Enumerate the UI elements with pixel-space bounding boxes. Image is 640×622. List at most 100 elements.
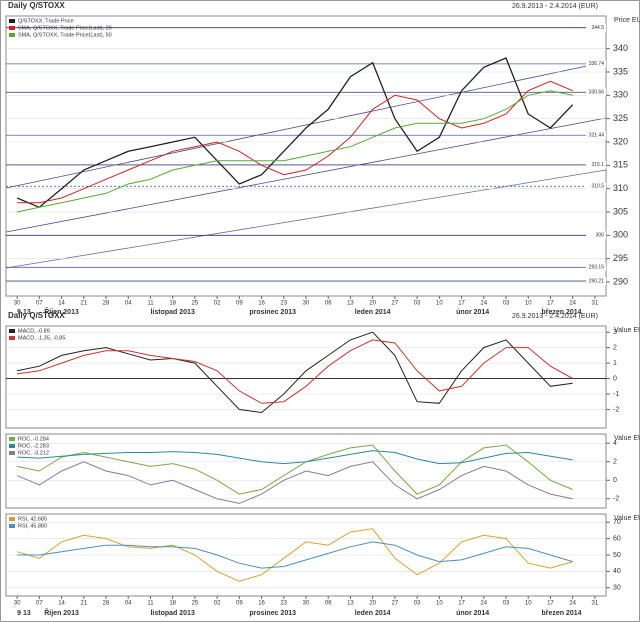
level-label-bg [586, 23, 606, 32]
y-tick-label: 50 [613, 552, 621, 559]
panel [5, 325, 607, 429]
y-tick-label: 2 [613, 344, 617, 351]
y-tick-label: 335 [613, 66, 628, 76]
x-tick-label: 27 [392, 601, 399, 607]
x-tick-label: 30 [303, 301, 310, 307]
y-tick-label: 60 [613, 535, 621, 542]
y-axis-label: Value EUR [614, 327, 640, 334]
x-tick-label: 18 [169, 301, 176, 307]
series-line [17, 541, 573, 569]
legend-entry: RSI, 42.685 [18, 516, 47, 522]
x-tick-label: 09 [236, 301, 243, 307]
x-tick-label: 03 [503, 301, 510, 307]
level-label: 290.21 [589, 278, 605, 284]
level-label: 315.1 [591, 162, 604, 168]
x-tick-label: 14 [58, 301, 65, 307]
level-label-bg [586, 131, 606, 140]
y-axis-label: Value EUR [614, 435, 640, 442]
x-tick-label: 03 [414, 601, 421, 607]
x-tick-label: 21 [80, 601, 87, 607]
month-label: březen 2014 [542, 309, 582, 316]
x-tick-label: 03 [414, 301, 421, 307]
x-tick-label: 16 [258, 601, 265, 607]
legend-swatch [9, 517, 15, 521]
panel [5, 433, 607, 509]
level-label: 293.15 [589, 265, 605, 271]
legend-swatch [9, 437, 15, 441]
chart-subtitle: 26.9.2013 - 2.4.2014 (EUR) [512, 313, 598, 320]
x-tick-label: 24 [569, 601, 576, 607]
month-label: leden 2014 [355, 610, 391, 617]
x-tick-label: 17 [458, 601, 465, 607]
x-tick-label: 28 [103, 301, 110, 307]
legend-swatch [9, 33, 15, 37]
x-tick-label: 03 [503, 601, 510, 607]
y-tick-label: -2 [613, 406, 619, 413]
series-line [16, 528, 573, 582]
y-tick-label: 295 [613, 253, 628, 263]
x-tick-label: 17 [458, 301, 465, 307]
x-tick-label: 10 [525, 301, 532, 307]
x-tick-label: 17 [547, 301, 554, 307]
series-line [17, 339, 573, 404]
legend-swatch [9, 336, 15, 340]
level-label-bg [586, 160, 606, 169]
y-tick-label: 4 [613, 440, 617, 447]
y-tick-label: 315 [613, 160, 628, 170]
x-tick-label: 04 [125, 601, 132, 607]
series-line [16, 331, 573, 414]
series-line [16, 90, 573, 213]
level-label-bg [586, 231, 606, 240]
legend-swatch [9, 26, 15, 30]
month-label: Říjen 2013 [44, 307, 79, 316]
x-tick-label: 11 [147, 601, 154, 607]
series-line [16, 57, 574, 209]
y-tick-label: 30 [613, 585, 621, 592]
x-tick-label: 13 [347, 601, 354, 607]
level-label: 344.5 [591, 25, 604, 31]
x-tick-label: 23 [280, 301, 287, 307]
chart-subtitle: 26.9.2013 - 2.4.2014 (EUR) [512, 3, 598, 10]
x-tick-label: 16 [258, 301, 265, 307]
legend-entry: MACD, -0.89 [18, 328, 50, 334]
legend-entry: ROC, -0.284 [18, 436, 49, 442]
x-tick-label: 07 [36, 601, 43, 607]
x-tick-label: 30 [14, 601, 21, 607]
legend-swatch [9, 524, 15, 528]
x-tick-label: 13 [347, 301, 354, 307]
x-tick-label: 09 [236, 601, 243, 607]
x-tick-label: 24 [569, 301, 576, 307]
month-label: 9 13 [17, 610, 31, 617]
y-tick-label: 325 [613, 113, 628, 123]
y-axis-label: Price EUR [614, 17, 640, 24]
series-line [17, 80, 573, 204]
x-tick-label: 14 [58, 601, 65, 607]
y-tick-label: 1 [613, 360, 617, 367]
series-line [16, 461, 573, 504]
x-tick-label: 21 [80, 301, 87, 307]
y-tick-label: -2 [613, 496, 619, 503]
x-tick-label: 06 [325, 601, 332, 607]
x-tick-label: 23 [280, 601, 287, 607]
month-label: listopad 2013 [150, 610, 194, 617]
x-tick-label: 27 [392, 301, 399, 307]
x-tick-label: 30 [303, 601, 310, 607]
month-label: listopad 2013 [150, 309, 194, 316]
y-tick-label: -1 [613, 391, 619, 398]
y-tick-label: 3 [613, 329, 617, 336]
legend-swatch [9, 451, 15, 455]
series-line [16, 444, 573, 495]
level-label: 330.66 [589, 90, 605, 96]
y-tick-label: 40 [613, 568, 621, 575]
y-tick-label: 310 [613, 183, 628, 193]
x-tick-label: 02 [214, 601, 221, 607]
month-label: prosinec 2013 [249, 309, 296, 316]
x-tick-label: 24 [480, 301, 487, 307]
y-tick-label: 320 [613, 136, 628, 146]
legend-entry: MACD, -1.35, -0.85 [18, 335, 65, 341]
y-axis-label: Value EUR [614, 515, 640, 522]
legend-entry: SMA, Q/STOXX, Trade Price(Last), 20 [18, 25, 112, 31]
x-tick-label: 25 [192, 301, 199, 307]
level-label-bg [586, 59, 606, 68]
